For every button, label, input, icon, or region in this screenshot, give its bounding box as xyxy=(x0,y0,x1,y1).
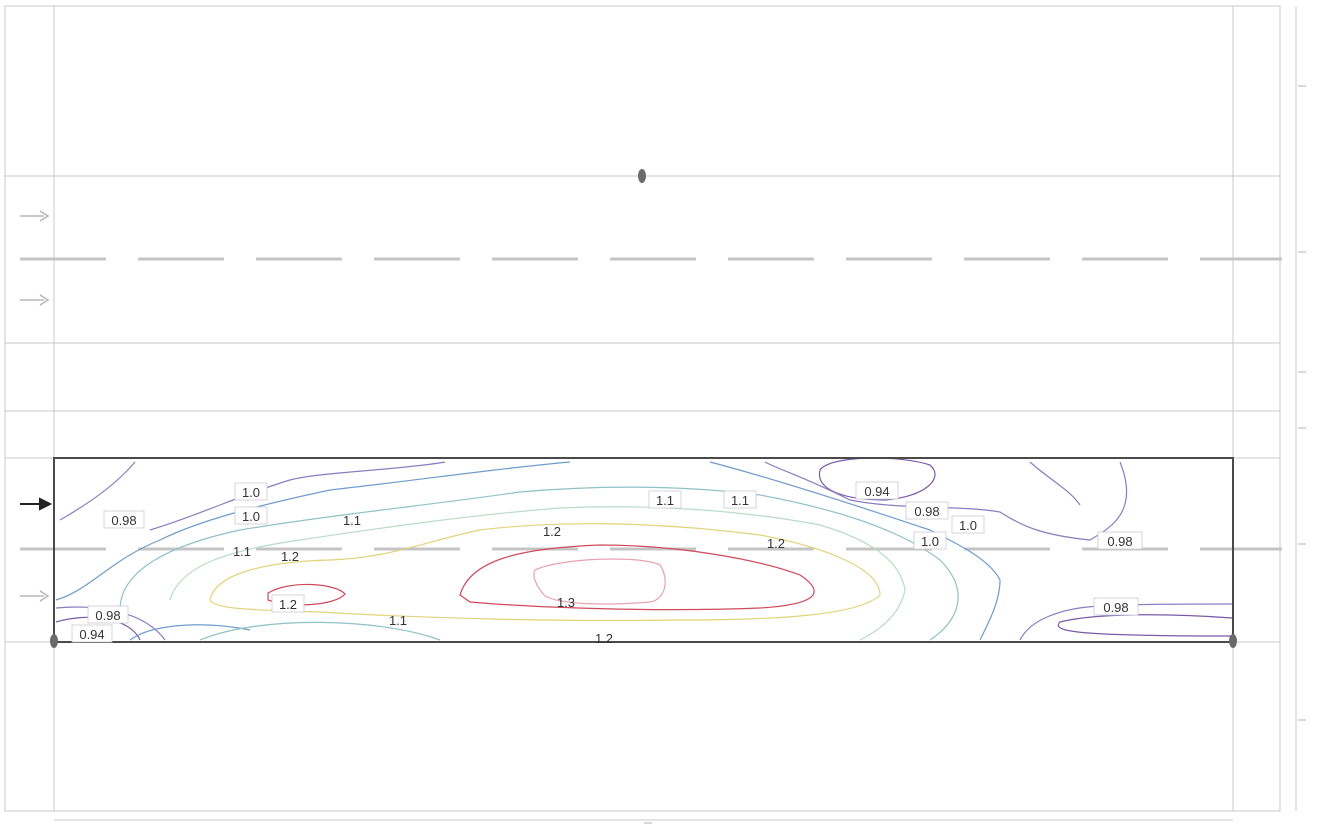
arrow-right-icon xyxy=(20,590,50,602)
contour-12-yellow xyxy=(209,523,881,622)
svg-text:1.1: 1.1 xyxy=(343,513,361,528)
contour-label: 1.1 xyxy=(723,490,757,509)
contour-label: 1.0 xyxy=(234,506,268,525)
contour-label: 0.98 xyxy=(1093,597,1139,616)
contour-label: 1.0 xyxy=(234,482,268,501)
svg-text:1.0: 1.0 xyxy=(242,509,260,524)
right-ticks xyxy=(644,85,1306,824)
svg-text:0.94: 0.94 xyxy=(864,484,889,499)
contour-label: 0.98 xyxy=(103,510,145,529)
outer-border xyxy=(4,5,1281,812)
luminaire-icon xyxy=(50,634,58,648)
svg-text:1.1: 1.1 xyxy=(233,544,251,559)
lane-markings xyxy=(20,257,1282,551)
contour-label: 1.2 xyxy=(543,524,561,539)
svg-text:1.0: 1.0 xyxy=(242,485,260,500)
contour-label: 1.1 xyxy=(648,490,682,509)
svg-text:1.1: 1.1 xyxy=(731,493,749,508)
contour-098-right-top xyxy=(764,461,1128,541)
arrow-right-icon xyxy=(20,497,53,511)
svg-text:0.98: 0.98 xyxy=(914,504,939,519)
svg-text:1.1: 1.1 xyxy=(389,613,407,628)
svg-text:0.98: 0.98 xyxy=(111,513,136,528)
contour-11-outer xyxy=(119,486,959,641)
contour-label: 0.94 xyxy=(71,624,113,643)
svg-text:1.3: 1.3 xyxy=(557,595,575,610)
contour-label: 0.94 xyxy=(855,481,899,500)
svg-text:1.0: 1.0 xyxy=(959,518,977,533)
contour-label: 1.2 xyxy=(767,536,785,551)
svg-text:1.0: 1.0 xyxy=(921,534,939,549)
arrow-right-icon xyxy=(20,210,50,222)
contour-label: 1.0 xyxy=(951,515,985,534)
contour-11-inner xyxy=(169,506,906,641)
contour-lines xyxy=(55,457,1233,641)
contour-label: 1.3 xyxy=(557,595,575,610)
frame xyxy=(4,5,1297,821)
contour-labels: 1.0 1.0 0.98 1.1 1.1 1.2 1.2 1.2 1.3 1.1… xyxy=(71,481,1143,646)
luminaire-icon xyxy=(638,169,646,183)
contour-098-top-mid xyxy=(1029,461,1081,506)
svg-text:1.2: 1.2 xyxy=(543,524,561,539)
svg-text:1.1: 1.1 xyxy=(656,493,674,508)
svg-text:0.94: 0.94 xyxy=(79,627,104,642)
contour-12-red xyxy=(459,544,815,611)
contour-label: 1.2 xyxy=(271,594,305,613)
luminaire-icon xyxy=(1229,634,1237,648)
arrow-right-icon xyxy=(20,294,50,306)
contour-label: 0.98 xyxy=(1097,531,1143,550)
contour-label: 1.2 xyxy=(595,631,613,646)
contour-label: 0.98 xyxy=(87,605,129,624)
svg-text:1.2: 1.2 xyxy=(595,631,613,646)
calculation-area xyxy=(53,457,1234,643)
contour-13 xyxy=(533,558,666,605)
svg-text:1.2: 1.2 xyxy=(767,536,785,551)
contour-094-bottom-right xyxy=(1057,614,1233,637)
contour-label: 0.98 xyxy=(905,501,949,520)
svg-text:1.2: 1.2 xyxy=(281,549,299,564)
contour-label: 1.1 xyxy=(343,513,361,528)
contour-label: 1.1 xyxy=(389,613,407,628)
svg-text:0.98: 0.98 xyxy=(1103,600,1128,615)
direction-arrows xyxy=(20,210,53,602)
svg-text:0.98: 0.98 xyxy=(1107,534,1132,549)
contour-label: 1.1 xyxy=(233,544,251,559)
contour-098-left xyxy=(59,461,136,521)
svg-text:1.2: 1.2 xyxy=(279,597,297,612)
luminaires xyxy=(50,169,1237,648)
contour-098-upper xyxy=(149,461,446,531)
contour-label: 1.2 xyxy=(281,549,299,564)
svg-text:0.98: 0.98 xyxy=(95,608,120,623)
contour-label: 1.0 xyxy=(913,531,947,550)
